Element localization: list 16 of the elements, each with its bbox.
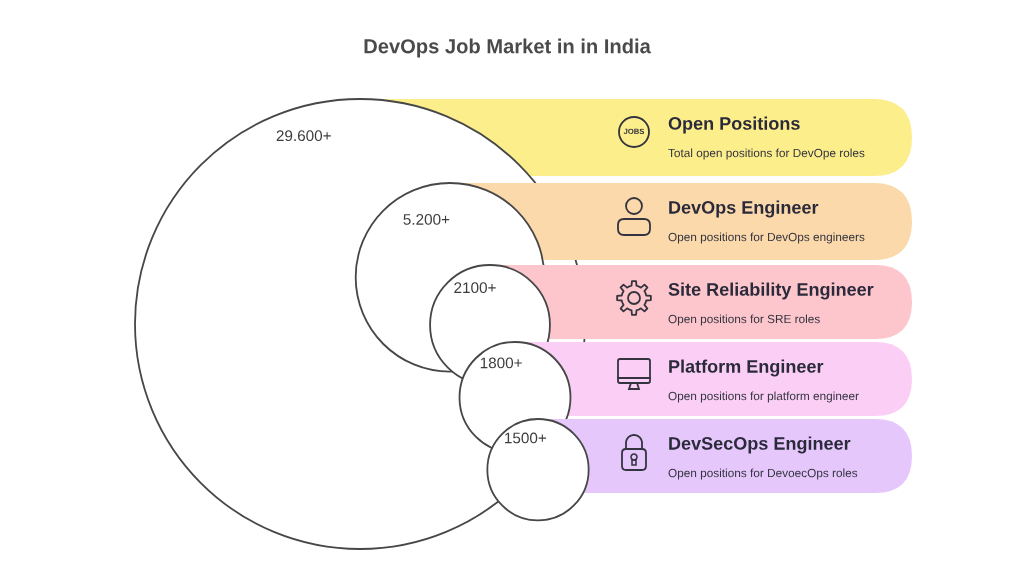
data-label: 1800+ xyxy=(480,357,522,369)
category-label: Site Reliability Engineer xyxy=(668,282,874,300)
text: Open positions for DevoecOps roles xyxy=(668,468,858,480)
text: Open positions for DevOps engineers xyxy=(668,232,865,244)
data-label: 1500+ xyxy=(505,432,547,444)
category-label: Open Positions xyxy=(668,116,800,134)
data-label: 5.200+ xyxy=(403,214,450,225)
category-label: Platform Engineer xyxy=(669,359,824,377)
data-label: 2100+ xyxy=(454,282,496,294)
text: Open positions for platform engineer xyxy=(668,391,859,403)
category-label: DevOps Engineer xyxy=(669,200,819,218)
text: Total open positions for DevOpe roles xyxy=(668,148,865,160)
category-label: DevSecOps Engineer xyxy=(669,436,851,454)
data-label: 29.600+ xyxy=(276,130,331,142)
text: DevOps Job Market in in India xyxy=(364,38,651,58)
text: Open positions for SRE roles xyxy=(668,314,820,326)
